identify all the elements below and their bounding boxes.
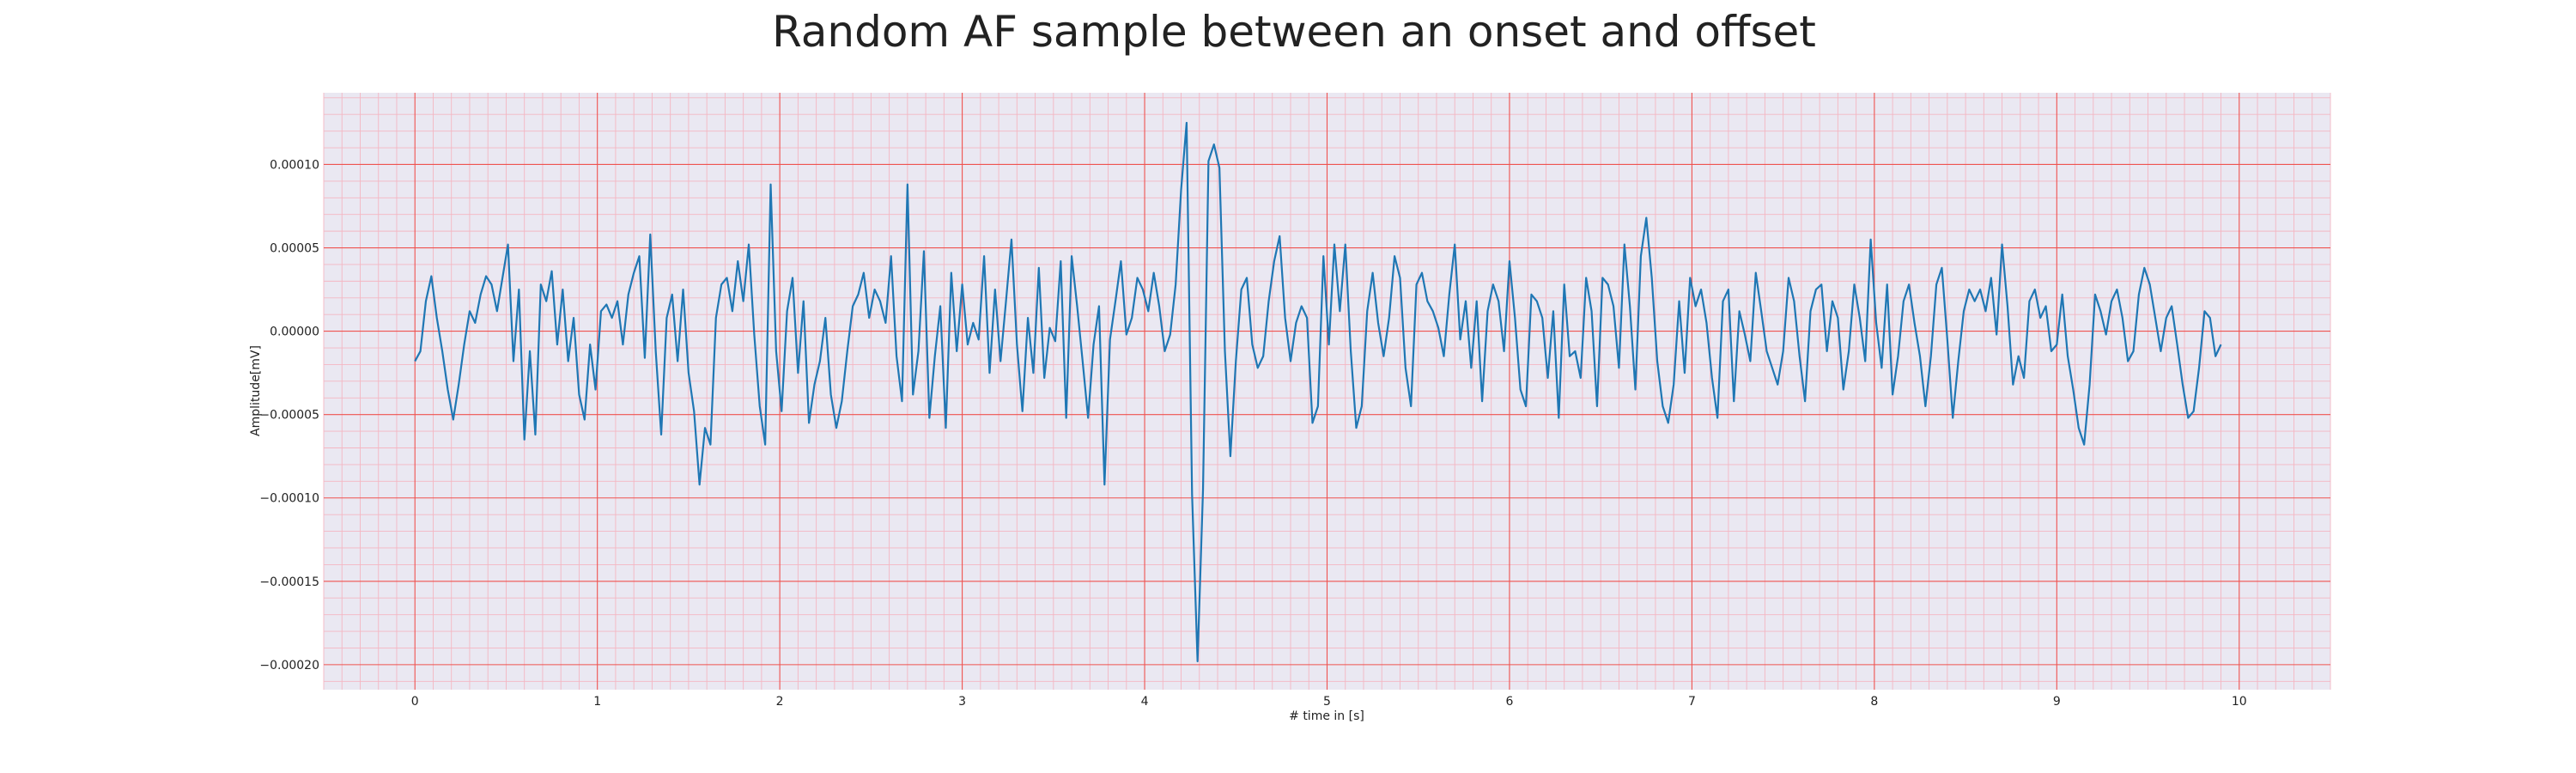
x-tick-label: 7 <box>1688 695 1696 709</box>
x-tick-label: 8 <box>1870 695 1878 709</box>
x-tick-label: 10 <box>2232 695 2247 709</box>
x-tick-label: 2 <box>776 695 784 709</box>
x-tick-label: 5 <box>1323 695 1331 709</box>
signal-line <box>414 121 2222 663</box>
x-tick-label: 1 <box>593 695 601 709</box>
x-tick-label: 4 <box>1141 695 1149 709</box>
x-tick-label: 3 <box>958 695 966 709</box>
y-tick-label: 0.00010 <box>270 158 319 172</box>
y-tick-label: 0.00005 <box>270 242 319 256</box>
x-tick-label: 9 <box>2053 695 2061 709</box>
y-tick-label: −0.00005 <box>259 409 319 423</box>
y-tick-label: −0.00020 <box>259 659 319 673</box>
major-gridlines <box>324 93 2330 690</box>
y-axis-label: Amplitude[mV] <box>249 345 263 436</box>
y-axis-ticks: 0.00010 0.00005 0.00000 −0.00005 −0.00010 −0.… <box>259 158 319 672</box>
x-tick-label: 0 <box>411 695 419 709</box>
chart-title: Random AF sample between an onset and of… <box>772 7 1816 57</box>
y-tick-label: 0.00000 <box>270 326 319 339</box>
x-axis-label: # time in [s] <box>1289 709 1364 723</box>
x-axis-ticks: 0 1 2 3 4 5 6 7 8 9 10 <box>411 695 2247 709</box>
x-tick-label: 6 <box>1505 695 1513 709</box>
y-tick-label: −0.00010 <box>259 492 319 506</box>
y-tick-label: −0.00015 <box>259 575 319 589</box>
